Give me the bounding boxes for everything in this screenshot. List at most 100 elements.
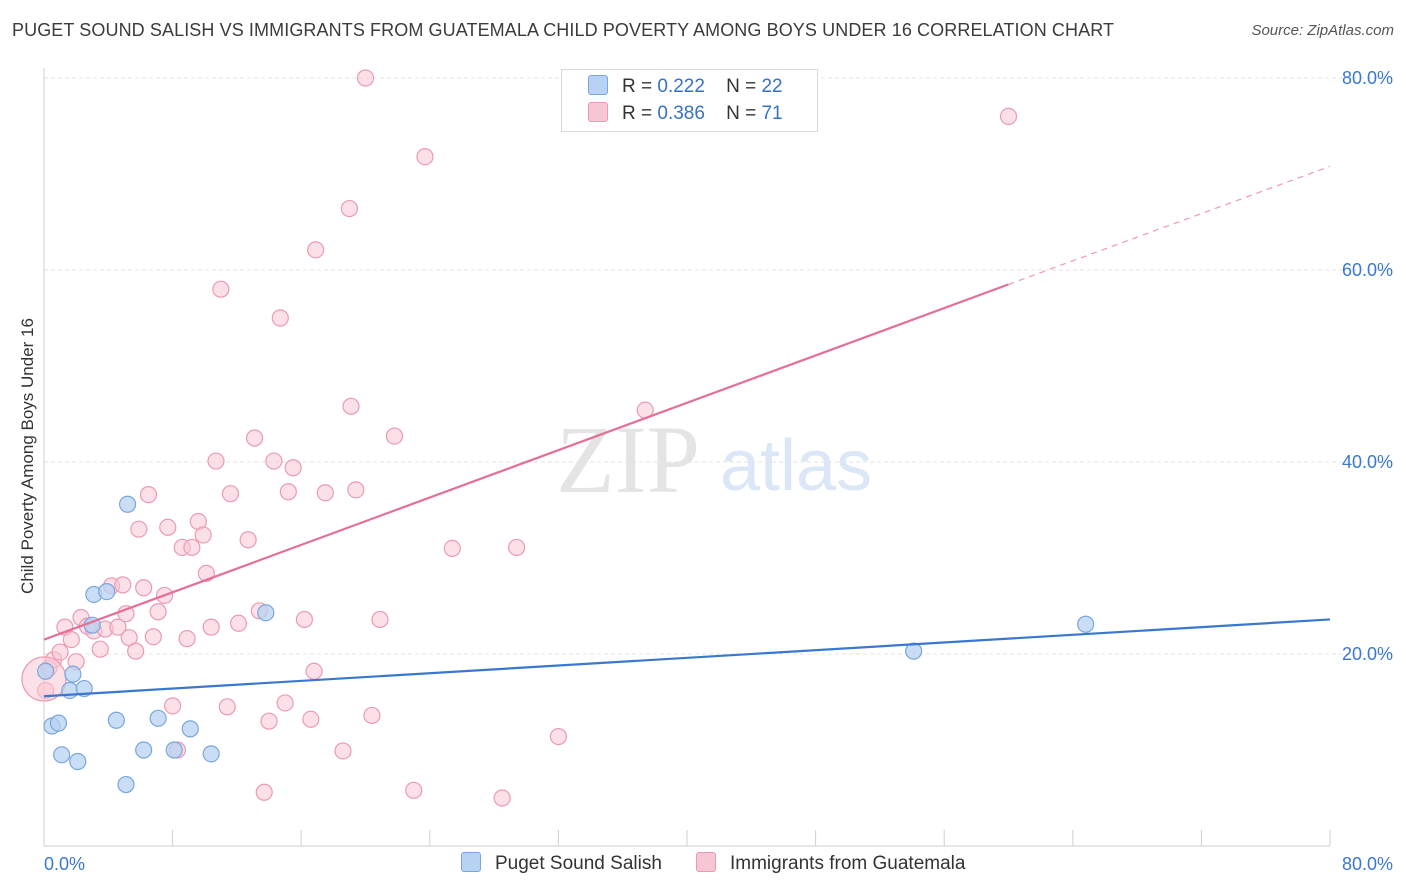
data-point-immigrants-from-guatemala [159,518,177,536]
data-point-immigrants-from-guatemala [305,662,323,680]
data-point-immigrants-from-guatemala [144,628,162,646]
data-point-immigrants-from-guatemala [363,706,381,725]
data-point-immigrants-from-guatemala [135,579,153,597]
data-point-puget-sound-salish [135,741,153,759]
data-point-immigrants-from-guatemala [62,630,80,649]
data-point-immigrants-from-guatemala [91,640,109,658]
data-point-immigrants-from-guatemala [443,539,461,558]
data-point-puget-sound-salish [37,662,55,680]
data-point-immigrants-from-guatemala [316,484,334,502]
data-point-immigrants-from-guatemala [239,531,257,549]
data-point-immigrants-from-guatemala [347,481,365,499]
bottom-legend-label-1: Puget Sound Salish [495,853,662,874]
data-point-immigrants-from-guatemala [51,643,69,661]
data-point-puget-sound-salish [1077,615,1095,633]
data-point-immigrants-from-guatemala [164,697,182,715]
y-tick-label: 40.0% [1342,452,1393,472]
watermark-atlas: atlas [720,426,872,506]
blue-swatch-icon [588,75,608,95]
data-point-immigrants-from-guatemala [183,538,201,557]
legend-r-label-1: R = [622,76,653,97]
data-point-immigrants-from-guatemala [295,610,314,629]
legend-row-immigrants-from-guatemala: R = 0.386 N = 71 [588,102,788,128]
pink-legend-swatch-icon [696,852,716,872]
legend-n-label-1: N = [726,76,757,97]
data-point-immigrants-from-guatemala [334,742,352,760]
data-point-puget-sound-salish [118,495,137,513]
legend-row-puget-sound-salish: R = 0.222 N = 22 [588,75,783,101]
data-point-immigrants-from-guatemala [342,397,360,415]
trend-lines [43,165,1331,698]
blue-legend-swatch-icon [461,852,481,872]
data-point-puget-sound-salish [117,775,135,794]
data-point-immigrants-from-guatemala [207,452,225,470]
y-tick-label: 60.0% [1342,260,1393,280]
x-tick-label: 80.0% [1342,854,1393,874]
data-point-immigrants-from-guatemala [307,241,325,259]
data-point-immigrants-from-guatemala [549,727,568,746]
data-point-puget-sound-salish [98,582,116,601]
legend-r-value-1: 0.222 [657,76,705,97]
data-point-puget-sound-salish [165,741,183,759]
y-axis-label: Child Poverty Among Boys Under 16 [18,318,37,594]
correlation-legend: R = 0.222 N = 22 R = 0.386 N = 71 [561,69,818,132]
data-point-puget-sound-salish [107,711,125,729]
source-label: Source: ZipAtlas.com [1251,22,1394,39]
trend-line-immigrants-from-guatemala [43,283,1009,641]
tick-labels: 20.0% 40.0% 60.0% 80.0% 0.0% 80.0% [44,68,1393,874]
legend-n-value-2: 71 [761,103,783,124]
x-tick-label: 0.0% [44,854,85,874]
trend-line-dashed-immigrants-from-guatemala [1008,165,1331,285]
data-point-immigrants-from-guatemala [265,452,283,470]
data-point-immigrants-from-guatemala [371,610,389,629]
data-point-immigrants-from-guatemala [255,783,273,801]
data-point-puget-sound-salish [149,709,167,727]
data-point-immigrants-from-guatemala [114,576,132,594]
data-point-puget-sound-salish [69,752,87,771]
data-point-immigrants-from-guatemala [284,459,302,477]
data-point-immigrants-from-guatemala [999,107,1018,126]
data-point-immigrants-from-guatemala [117,605,135,623]
data-point-immigrants-from-guatemala [202,618,220,636]
trend-line-puget-sound-salish [43,618,1331,698]
y-tick-label: 20.0% [1342,644,1393,664]
data-point-immigrants-from-guatemala [139,486,158,504]
legend-r-value-2: 0.386 [657,103,705,124]
data-point-immigrants-from-guatemala [149,603,167,621]
data-point-immigrants-from-guatemala [221,485,240,503]
data-point-immigrants-from-guatemala [109,618,127,636]
data-point-immigrants-from-guatemala [271,309,289,327]
data-point-immigrants-from-guatemala [245,429,264,447]
data-point-immigrants-from-guatemala [416,148,434,166]
data-point-immigrants-from-guatemala [229,614,248,632]
data-point-puget-sound-salish [49,714,68,732]
data-point-immigrants-from-guatemala [212,280,230,298]
axes [43,68,1331,847]
y-tick-label: 80.0% [1342,68,1393,88]
data-point-immigrants-from-guatemala [130,520,148,538]
data-point-immigrants-from-guatemala [260,712,278,730]
data-point-puget-sound-salish [181,720,199,738]
pink-swatch-icon [588,102,608,122]
data-point-immigrants-from-guatemala [276,694,294,712]
bottom-legend-label-2: Immigrants from Guatemala [730,853,966,874]
gridlines [44,77,1392,655]
data-point-immigrants-from-guatemala [127,642,145,660]
legend-n-value-1: 22 [761,76,783,97]
data-point-puget-sound-salish [905,642,923,660]
data-point-immigrants-from-guatemala [385,427,404,445]
data-point-puget-sound-salish [202,745,220,763]
data-point-immigrants-from-guatemala [356,69,375,87]
bottom-legend-immigrants-from-guatemala: Immigrants from Guatemala [696,852,965,875]
legend-r-label-2: R = [622,103,653,124]
bottom-legend-puget-sound-salish: Puget Sound Salish [461,852,662,875]
data-point-immigrants-from-guatemala [340,199,359,218]
data-point-immigrants-from-guatemala [194,526,212,544]
data-point-immigrants-from-guatemala [279,483,297,501]
data-point-immigrants-from-guatemala [493,789,511,807]
watermark-zip: ZIP [556,406,700,513]
data-point-puget-sound-salish [53,746,71,764]
points-immigrants-from-guatemala [21,69,1018,807]
legend-n-label-2: N = [726,103,757,124]
